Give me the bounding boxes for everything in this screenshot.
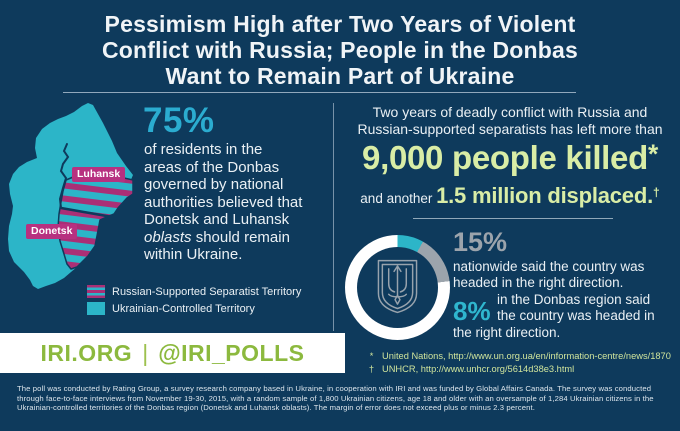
iri-website: IRI.ORG: [40, 339, 133, 366]
nationwide-stat: 15% nationwide said the country was head…: [453, 227, 644, 290]
title-line-3: Want to Remain Part of Ukraine: [165, 63, 515, 89]
footnotes: * United Nations, http://www.un.org.ua/e…: [368, 350, 671, 376]
donbas-map: [8, 103, 134, 289]
footnote-text: United Nations, http://www.un.org.ua/en/…: [382, 351, 671, 361]
killed-stat: 9,000 people killed*: [362, 139, 658, 176]
column-divider: [333, 103, 334, 331]
conflict-intro: Two years of deadly conflict with Russia…: [346, 104, 674, 138]
donbas-stat-line: governed by national: [144, 176, 284, 193]
donbas-direction-stat-value: 8%: [453, 296, 491, 326]
nationwide-stat-text: nationwide said the country was headed i…: [453, 259, 645, 290]
legend-row-separatist: Russian-Supported Separatist Territory: [87, 283, 301, 300]
dagger-note-marker: †: [653, 185, 660, 200]
brand-separator: |: [142, 339, 149, 366]
legend-row-ukrainian: Ukrainian-Controlled Territory: [87, 300, 301, 317]
title-line-2: Conflict with Russia; People in the Donb…: [101, 37, 579, 63]
oblasts-italic: oblasts: [144, 228, 192, 246]
footnote-unhcr: † UNHCR, http://www.unhcr.org/5614d38e3.…: [368, 363, 671, 376]
donbas-stat-line: within Ukraine.: [144, 246, 243, 263]
title-line-1: Pessimism High after Two Years of Violen…: [104, 11, 576, 37]
ukraine-trident-icon: [377, 259, 418, 314]
legend-label: Ukrainian-Controlled Territory: [112, 302, 255, 315]
page-title: Pessimism High after Two Years of Violen…: [0, 11, 680, 89]
footnote-un: * United Nations, http://www.un.org.ua/e…: [368, 350, 671, 363]
separatist-territory-swatch: [87, 285, 105, 298]
section-divider: [413, 218, 613, 219]
footnote-text: UNHCR, http://www.unhcr.org/5614d38e3.ht…: [382, 364, 575, 374]
donbas-stat-line: areas of the Donbas: [144, 158, 280, 176]
brand-band: IRI.ORG | @IRI_POLLS: [0, 333, 345, 373]
conflict-intro-line: Russian-supported separatists has left m…: [357, 121, 663, 137]
donbas-stat-line: Donetsk and Luhansk: [144, 211, 290, 228]
donbas-stat-text: of residents in the areas of the Donbas …: [144, 141, 344, 264]
donbas-stat-value: 75%: [143, 101, 215, 140]
donbas-stat-line: authorities believed that: [144, 193, 303, 211]
donbas-direction-stat: 8% in the Donbas region said the country…: [453, 292, 655, 340]
conflict-intro-line: Two years of deadly conflict with Russia…: [372, 104, 648, 120]
direction-donut-chart: [345, 235, 450, 340]
nationwide-stat-value: 15%: [453, 227, 508, 257]
map-separatist-region: [57, 172, 134, 270]
ukrainian-territory-swatch: [87, 302, 105, 315]
legend-label: Russian-Supported Separatist Territory: [112, 285, 302, 298]
map-legend: Russian-Supported Separatist Territory U…: [87, 283, 301, 317]
asterisk-note-marker: *: [369, 351, 374, 361]
map-label-luhansk: Luhansk: [72, 167, 126, 182]
title-divider: [63, 92, 576, 93]
asterisk-note-marker: *: [647, 139, 658, 170]
donbas-stat-line: of residents in the: [144, 141, 263, 158]
map-boundary-through-stripes: [59, 206, 120, 220]
displaced-stat: and another 1.5 million displaced.†: [360, 183, 660, 208]
methodology-note: The poll was conducted by Rating Group, …: [17, 384, 654, 413]
donbas-stat-line: oblasts should remain: [144, 228, 290, 246]
map-label-donetsk: Donetsk: [26, 224, 78, 239]
map-oblast-boundary: [58, 143, 70, 209]
iri-twitter-handle: @IRI_POLLS: [158, 339, 305, 366]
dagger-note-marker: †: [368, 364, 375, 374]
